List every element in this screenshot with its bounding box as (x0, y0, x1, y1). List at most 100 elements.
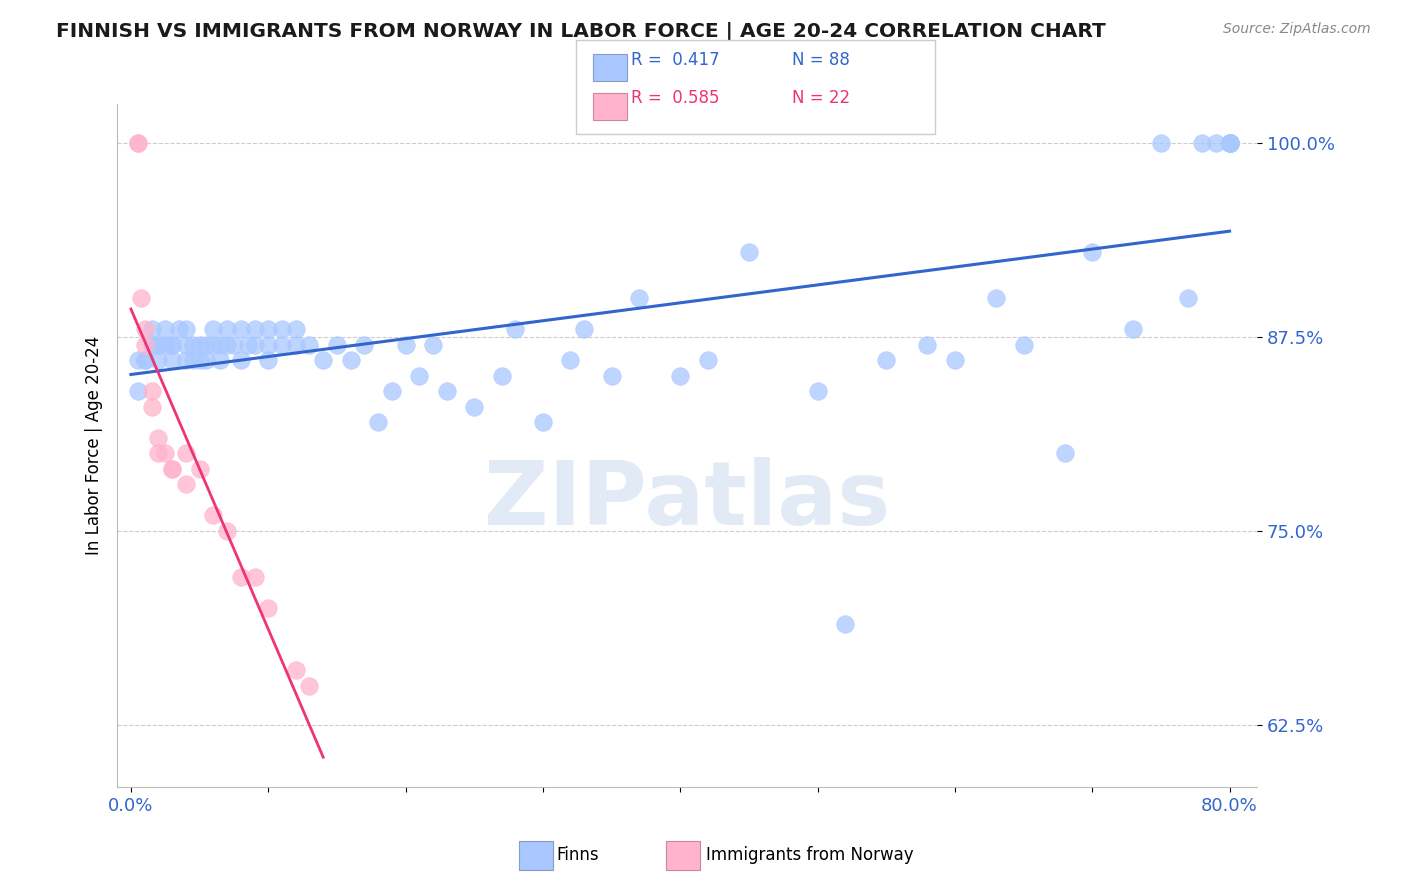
Point (134, 353, 156, 368)
Point (394, 337, 416, 351)
Point (215, 524, 238, 538)
Point (600, 368, 623, 383)
Text: N = 22: N = 22 (792, 89, 849, 107)
Point (1012, 337, 1035, 351)
Point (1053, 446, 1076, 460)
Point (738, 244, 761, 259)
Point (1219, 136, 1241, 150)
Point (155, 446, 177, 460)
Point (806, 384, 828, 399)
Point (181, 337, 204, 351)
Point (155, 322, 177, 336)
Point (141, 322, 163, 336)
Point (141, 400, 163, 414)
Point (257, 322, 280, 336)
Point (505, 322, 527, 336)
Point (215, 337, 238, 351)
Point (257, 353, 280, 368)
Point (284, 337, 307, 351)
Point (298, 337, 321, 351)
Point (174, 477, 197, 491)
Point (436, 384, 458, 399)
Point (134, 337, 156, 351)
Point (339, 353, 361, 368)
Point (160, 337, 183, 351)
Point (195, 353, 218, 368)
Point (984, 291, 1007, 305)
Text: R =  0.417: R = 0.417 (631, 51, 720, 69)
Point (209, 337, 232, 351)
Point (875, 353, 897, 368)
Point (463, 400, 485, 414)
Point (1219, 136, 1241, 150)
Text: FINNISH VS IMMIGRANTS FROM NORWAY IN LABOR FORCE | AGE 20-24 CORRELATION CHART: FINNISH VS IMMIGRANTS FROM NORWAY IN LAB… (56, 22, 1107, 42)
Point (236, 337, 259, 351)
Point (167, 322, 190, 336)
Point (243, 570, 266, 584)
Point (229, 322, 252, 336)
Point (209, 353, 232, 368)
Point (1081, 244, 1104, 259)
Point (1219, 136, 1241, 150)
Point (669, 368, 692, 383)
Point (229, 570, 252, 584)
Point (1205, 136, 1227, 150)
Point (326, 337, 349, 351)
Point (243, 337, 266, 351)
Point (1219, 136, 1241, 150)
Point (202, 322, 225, 336)
Text: Source: ZipAtlas.com: Source: ZipAtlas.com (1223, 22, 1371, 37)
Point (696, 353, 718, 368)
Point (174, 322, 197, 336)
Point (174, 337, 197, 351)
Y-axis label: In Labor Force | Age 20-24: In Labor Force | Age 20-24 (86, 336, 103, 555)
Point (127, 136, 149, 150)
Point (1122, 322, 1144, 336)
Point (134, 353, 156, 368)
Point (422, 337, 444, 351)
Point (531, 415, 554, 429)
Point (1219, 136, 1241, 150)
Point (202, 337, 225, 351)
Point (572, 322, 595, 336)
Point (408, 368, 430, 383)
Point (195, 337, 218, 351)
Point (381, 384, 404, 399)
Point (1219, 136, 1241, 150)
Point (312, 353, 335, 368)
Point (229, 353, 252, 368)
Point (257, 337, 280, 351)
Point (284, 322, 307, 336)
Point (127, 353, 149, 368)
Point (134, 322, 156, 336)
Point (943, 353, 966, 368)
Point (367, 415, 389, 429)
Point (917, 337, 939, 351)
Point (284, 664, 307, 678)
Point (1219, 136, 1241, 150)
Text: Immigrants from Norway: Immigrants from Norway (706, 846, 914, 863)
Point (148, 446, 170, 460)
Point (491, 368, 513, 383)
Point (148, 337, 170, 351)
Point (1177, 291, 1199, 305)
Point (160, 462, 183, 476)
Point (257, 601, 280, 615)
Point (271, 322, 294, 336)
Text: N = 88: N = 88 (792, 51, 849, 69)
Point (127, 136, 149, 150)
Point (222, 337, 245, 351)
Point (560, 353, 582, 368)
Point (181, 353, 204, 368)
Point (188, 462, 211, 476)
Point (148, 337, 170, 351)
Text: ZIPatlas: ZIPatlas (484, 457, 890, 543)
Point (353, 337, 375, 351)
Point (160, 353, 183, 368)
Point (174, 353, 197, 368)
Point (834, 616, 856, 631)
Point (298, 679, 321, 693)
Point (160, 337, 183, 351)
Point (1219, 136, 1241, 150)
Point (1219, 136, 1241, 150)
